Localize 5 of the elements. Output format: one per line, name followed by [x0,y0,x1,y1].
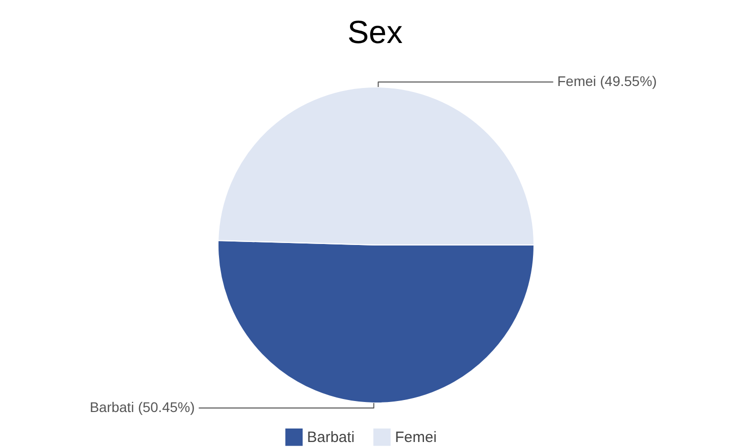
data-label: Femei (49.55%) [557,73,657,90]
data-label: Barbati (50.45%) [90,398,195,415]
legend-label: Femei [395,429,437,446]
chart-title: Sex [347,14,403,50]
legend-label: Barbati [307,429,355,446]
